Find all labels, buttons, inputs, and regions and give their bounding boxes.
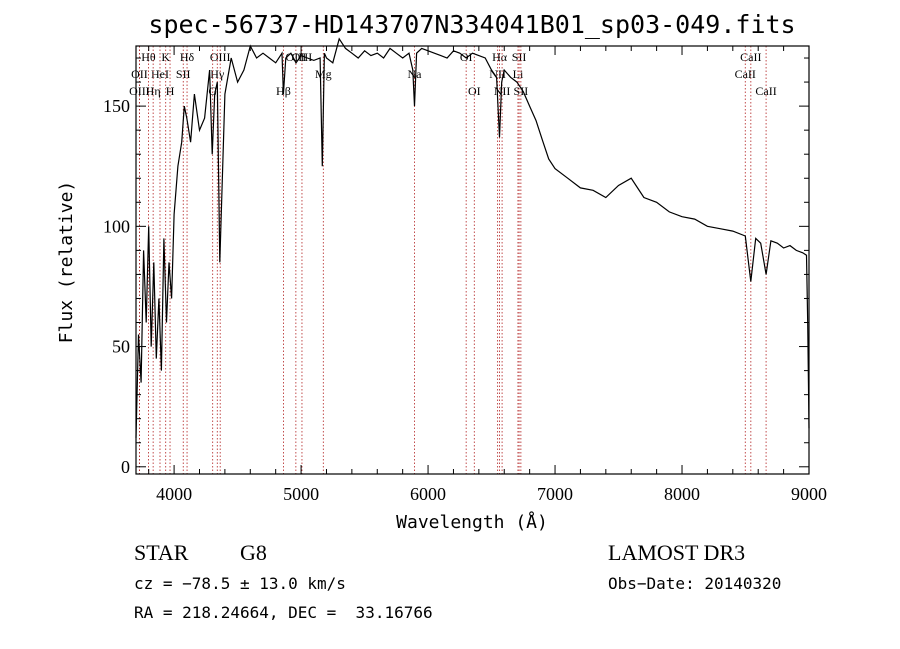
marker-label: Hη [146, 84, 161, 98]
marker-label: Na [407, 67, 422, 81]
x-axis-label: Wavelength (Å) [396, 511, 548, 533]
y-axis: 0 50 100 150 [103, 57, 809, 477]
y-tick-label: 100 [103, 216, 130, 236]
marker-label: SII [512, 50, 527, 64]
marker-label: Hθ [141, 50, 156, 64]
x-tick-label: 4000 [156, 484, 192, 504]
marker-label: CaII [735, 67, 756, 81]
marker-label: OI [460, 50, 473, 64]
marker-label: G [208, 84, 217, 98]
y-axis-label: Flux (relative) [56, 181, 77, 344]
marker-label: OIII [129, 84, 150, 98]
x-tick-label: 8000 [664, 484, 700, 504]
y-tick-label: 0 [121, 457, 130, 477]
marker-label: OIII [210, 50, 231, 64]
marker-label: K [161, 50, 170, 64]
chart-title: spec-56737-HD143707N334041B01_sp03-049.f… [148, 10, 795, 39]
x-axis: 4000 5000 6000 7000 8000 9000 [148, 46, 827, 504]
y-tick-label: 50 [112, 337, 130, 357]
object-subclass: G8 [240, 540, 267, 565]
marker-label: SII [176, 67, 191, 81]
x-tick-label: 9000 [791, 484, 827, 504]
survey-name: LAMOST DR3 [608, 540, 746, 565]
plot-frame [135, 45, 810, 475]
marker-label: OI [468, 84, 481, 98]
redshift-velocity: cz = −78.5 ± 13.0 km/s [134, 574, 346, 593]
x-tick-label: 7000 [537, 484, 573, 504]
marker-label: OIII [292, 50, 313, 64]
marker-label: H [166, 84, 175, 98]
marker-label: SII [514, 84, 529, 98]
object-class: STAR [134, 540, 189, 565]
marker-label: HeI [151, 67, 169, 81]
marker-label: Li [513, 67, 524, 81]
y-tick-label: 150 [103, 96, 130, 116]
x-tick-label: 5000 [283, 484, 319, 504]
spectrum-line [135, 37, 810, 438]
marker-label: CaII [740, 50, 761, 64]
marker-label: Mg [315, 67, 332, 81]
marker-label: CaII [755, 84, 776, 98]
x-tick-label: 6000 [410, 484, 446, 504]
observation-date: Obs−Date: 20140320 [608, 574, 782, 593]
coordinates: RA = 218.24664, DEC = 33.16766 [134, 603, 433, 622]
marker-label: Hα [492, 50, 508, 64]
marker-label: Hγ [210, 67, 225, 81]
marker-label: Hδ [180, 50, 195, 64]
